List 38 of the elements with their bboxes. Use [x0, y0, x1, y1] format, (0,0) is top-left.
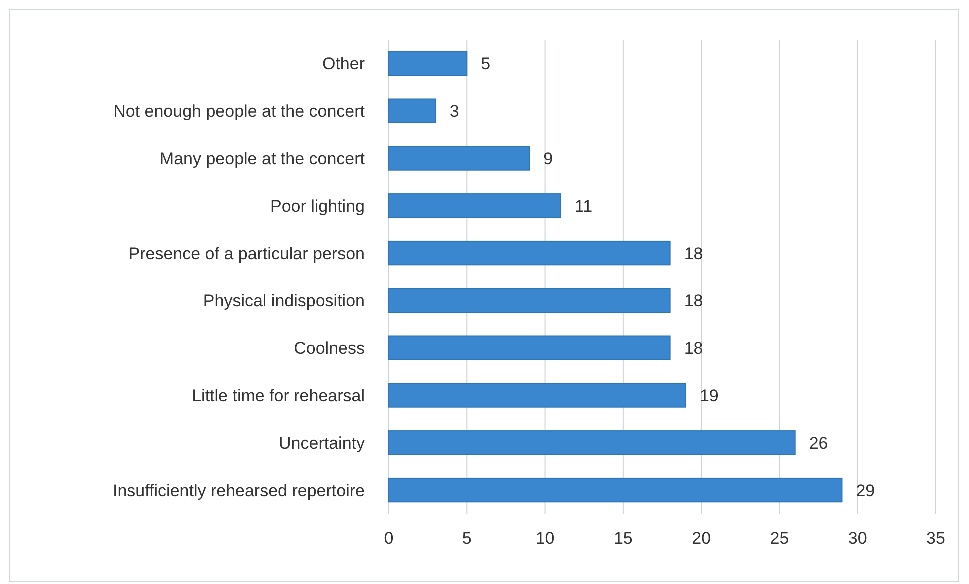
- y-tick-label: Not enough people at the concert: [114, 102, 366, 122]
- x-tick-label: 10: [536, 529, 555, 548]
- x-tick-label: 30: [848, 529, 868, 548]
- data-label: 18: [684, 292, 704, 311]
- bar: [388, 288, 671, 314]
- y-tick-label: Coolness: [294, 339, 365, 358]
- data-label: 18: [684, 244, 704, 264]
- bar: [388, 383, 686, 408]
- bar: [388, 430, 796, 456]
- bar: [388, 336, 671, 360]
- data-label: 26: [809, 434, 828, 453]
- data-label: 9: [544, 149, 554, 168]
- x-tick-label: 15: [614, 529, 633, 548]
- bar: [388, 51, 468, 76]
- x-tick-label: 5: [462, 529, 472, 548]
- bar: [388, 146, 530, 171]
- data-label: 29: [856, 481, 876, 500]
- y-tick-label: Many people at the concert: [160, 149, 366, 168]
- y-tick-label: Poor lighting: [270, 196, 365, 216]
- data-label: 3: [450, 102, 460, 122]
- bar: [388, 478, 843, 503]
- y-tick-label: Other: [322, 54, 366, 74]
- x-tick-label: 25: [770, 529, 790, 548]
- x-tick-label: 20: [692, 529, 712, 548]
- data-label: 19: [700, 386, 719, 406]
- y-tick-label: Little time for rehearsal: [192, 386, 365, 406]
- bar: [388, 194, 562, 218]
- y-tick-label: Insufficiently rehearsed repertoire: [113, 481, 365, 500]
- bar: [388, 240, 671, 266]
- data-label: 5: [481, 54, 491, 74]
- y-tick-label: Uncertainty: [279, 434, 366, 453]
- x-tick-label: 0: [384, 529, 394, 548]
- data-label: 11: [574, 196, 593, 216]
- y-tick-label: Physical indisposition: [203, 292, 365, 311]
- x-tick-label: 35: [926, 529, 946, 548]
- data-label: 18: [684, 339, 704, 358]
- bar: [388, 98, 436, 124]
- y-tick-label: Presence of a particular person: [128, 244, 365, 264]
